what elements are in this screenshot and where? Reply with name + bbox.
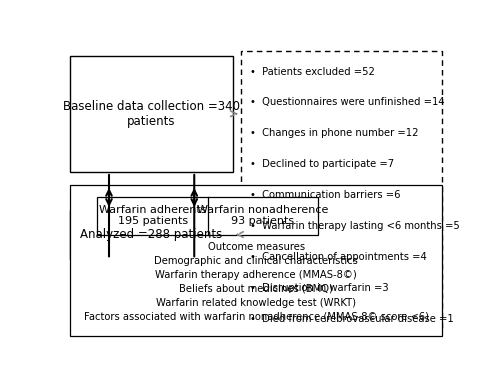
Text: Demographic and clinical characteristics: Demographic and clinical characteristics: [154, 256, 358, 266]
Text: •  Communication barriers =6: • Communication barriers =6: [250, 190, 401, 200]
Text: •  Patients excluded =52: • Patients excluded =52: [250, 67, 376, 77]
Text: •  Questionnaires were unfinished =14: • Questionnaires were unfinished =14: [250, 98, 445, 107]
Text: Warfarin therapy adherence (MMAS-8©): Warfarin therapy adherence (MMAS-8©): [156, 270, 357, 280]
Text: •  Cancellation of appointments =4: • Cancellation of appointments =4: [250, 252, 427, 262]
FancyBboxPatch shape: [98, 197, 318, 234]
Text: •  Warfarin therapy lasting <6 months =5: • Warfarin therapy lasting <6 months =5: [250, 221, 460, 231]
Text: Factors associated with warfarin nonadherence (MMAS-8© score <6): Factors associated with warfarin nonadhe…: [84, 312, 429, 322]
Text: Warfarin related knowledge test (WRKT): Warfarin related knowledge test (WRKT): [156, 298, 356, 308]
FancyBboxPatch shape: [70, 210, 233, 259]
Text: •  Changes in phone number =12: • Changes in phone number =12: [250, 129, 419, 138]
Text: Beliefs about medicines (BMQ): Beliefs about medicines (BMQ): [180, 284, 333, 294]
Text: Baseline data collection =340
patients: Baseline data collection =340 patients: [63, 100, 240, 128]
Text: •  Died from cerebrovascular disease =1: • Died from cerebrovascular disease =1: [250, 314, 454, 324]
Text: Warfarin adherents
195 patients: Warfarin adherents 195 patients: [99, 205, 206, 226]
Text: •  Declined to participate =7: • Declined to participate =7: [250, 160, 394, 169]
Text: Outcome measures: Outcome measures: [208, 242, 305, 252]
Text: Warfarin nonadherence
93 patients: Warfarin nonadherence 93 patients: [198, 205, 328, 226]
FancyBboxPatch shape: [70, 185, 442, 336]
FancyBboxPatch shape: [241, 51, 442, 331]
Text: Analyzed =288 patients: Analyzed =288 patients: [80, 228, 223, 241]
FancyBboxPatch shape: [70, 56, 233, 172]
Text: •  Disruption in warfarin =3: • Disruption in warfarin =3: [250, 283, 389, 293]
